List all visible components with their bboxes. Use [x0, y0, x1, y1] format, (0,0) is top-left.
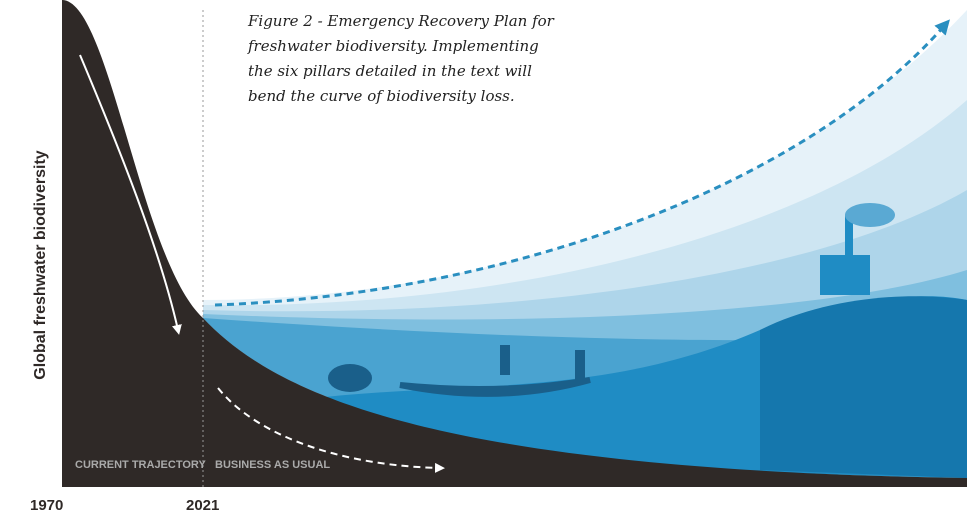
caption-line: freshwater biodiversity. Implementing	[247, 37, 539, 55]
blue-layers	[203, 10, 967, 478]
arrow-current	[79, 54, 182, 335]
caption-line: the six pillars detailed in the text wil…	[248, 62, 532, 80]
arrow-recovery	[214, 19, 950, 307]
region-label: CURRENT TRAJECTORY	[75, 459, 206, 471]
caption-line: Figure 2 - Emergency Recovery Plan for	[247, 12, 555, 30]
region-label: BUSINESS AS USUAL	[215, 459, 330, 471]
x-label: 2021	[186, 497, 219, 514]
x-label: 1970	[30, 497, 63, 514]
y-axis-label: Global freshwater biodiversity	[32, 150, 49, 380]
caption: Figure 2 - Emergency Recovery Plan for f…	[247, 12, 555, 105]
caption-line: bend the curve of biodiversity loss.	[248, 87, 515, 105]
arrow-bau	[217, 387, 445, 473]
decline-area	[62, 0, 967, 487]
